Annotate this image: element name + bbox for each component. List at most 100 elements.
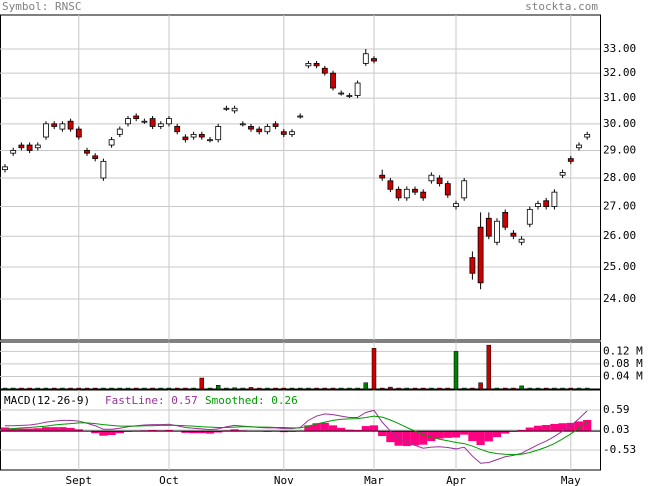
histogram-bar xyxy=(361,426,370,432)
y-tick-label: 27.00 xyxy=(603,200,636,213)
y-tick-label: 24.00 xyxy=(603,292,636,305)
candle-body xyxy=(10,150,17,154)
histogram-bar xyxy=(427,431,436,442)
candle-body xyxy=(256,128,263,133)
candle-body xyxy=(141,120,148,123)
histogram-bar xyxy=(443,431,452,438)
volume-bar xyxy=(281,387,287,390)
histogram-bar xyxy=(115,431,124,434)
candle-body xyxy=(59,123,66,130)
candle-body xyxy=(371,58,377,62)
candle-body xyxy=(526,209,533,225)
histogram-bar xyxy=(33,428,42,432)
histogram-bar xyxy=(181,431,190,433)
site: stockta.com xyxy=(525,0,598,13)
volume-bar xyxy=(2,387,8,390)
histogram-bar xyxy=(230,429,239,432)
candle-body xyxy=(116,128,123,135)
candle-body xyxy=(297,115,304,118)
volume-bar xyxy=(248,387,254,390)
volume-bar xyxy=(27,387,32,390)
histogram-bar xyxy=(451,431,461,438)
histogram-bar xyxy=(9,428,18,432)
candle-body xyxy=(412,188,418,193)
panel-frame xyxy=(0,341,601,390)
candle-body xyxy=(182,136,189,141)
volume-bar xyxy=(43,387,49,390)
volume-bar xyxy=(19,387,24,390)
volume-bar xyxy=(478,382,483,390)
volume-bar xyxy=(256,387,262,390)
histogram-bar xyxy=(214,431,223,433)
histogram-bar xyxy=(353,430,362,432)
volume-bar xyxy=(502,387,508,390)
candle-body xyxy=(75,128,82,138)
volume-bar xyxy=(158,387,164,390)
volume-bar xyxy=(297,387,303,390)
volume-bar xyxy=(453,351,459,390)
volume-bar xyxy=(166,387,172,390)
volume-bar xyxy=(543,387,549,390)
candle-body xyxy=(248,126,254,130)
volume-bar xyxy=(355,387,360,390)
candle-body xyxy=(420,191,427,199)
candle-body xyxy=(157,123,164,127)
candle-body xyxy=(461,180,468,199)
candle-body xyxy=(18,144,25,149)
volume-bar xyxy=(322,387,328,390)
histogram-bar xyxy=(558,423,567,432)
candle-body xyxy=(125,118,131,125)
volume-bar xyxy=(420,387,426,390)
y-tick-label: 33.00 xyxy=(603,42,636,55)
histogram-bar xyxy=(99,431,108,436)
volume-bar xyxy=(461,387,467,390)
volume-bar xyxy=(150,387,155,390)
candle-body xyxy=(477,226,484,284)
volume-bar xyxy=(10,387,16,390)
volume-bar xyxy=(101,387,106,390)
candle-body xyxy=(379,174,386,179)
candle-body xyxy=(543,200,550,207)
candle-body xyxy=(174,126,181,133)
candle-body xyxy=(362,53,369,64)
histogram-bar xyxy=(525,427,534,432)
candle-body xyxy=(289,131,295,135)
candle-body xyxy=(535,203,541,207)
histogram-bar xyxy=(312,423,321,432)
candle-body xyxy=(469,257,476,274)
candle-body xyxy=(510,232,517,237)
volume-bar xyxy=(576,387,582,390)
histogram-bar xyxy=(320,422,329,432)
histogram-bar xyxy=(17,428,26,432)
candle-body xyxy=(330,72,336,89)
histogram-bar xyxy=(205,431,215,434)
volume-bar xyxy=(388,386,393,390)
volume-bar xyxy=(527,387,533,390)
volume-bar xyxy=(68,387,73,390)
histogram-bar xyxy=(369,425,379,432)
candle-body xyxy=(584,133,591,138)
x-tick-label: Nov xyxy=(274,474,294,486)
histogram-bar xyxy=(41,427,51,432)
histogram-bar xyxy=(583,420,592,432)
candle-body xyxy=(494,220,500,243)
volume-bar xyxy=(109,387,114,390)
histogram-bar xyxy=(58,427,67,432)
volume-bar xyxy=(35,387,41,390)
histogram-bar xyxy=(517,430,526,432)
volume-bar xyxy=(535,387,541,390)
volume-bar xyxy=(338,387,344,390)
histogram-bar xyxy=(542,425,551,432)
y-tick-label: 30.00 xyxy=(603,117,636,130)
volume-bar xyxy=(347,387,352,390)
histogram-bar xyxy=(279,431,288,433)
histogram-bar xyxy=(460,431,469,435)
histogram-bar xyxy=(410,431,420,446)
histogram-bar xyxy=(435,431,444,439)
candle-body xyxy=(215,126,222,141)
candle-body xyxy=(166,118,172,125)
volume-bar xyxy=(379,387,385,390)
histogram-bar xyxy=(419,431,428,445)
candle-body xyxy=(207,139,213,142)
y-tick-label: 32.00 xyxy=(603,66,636,79)
